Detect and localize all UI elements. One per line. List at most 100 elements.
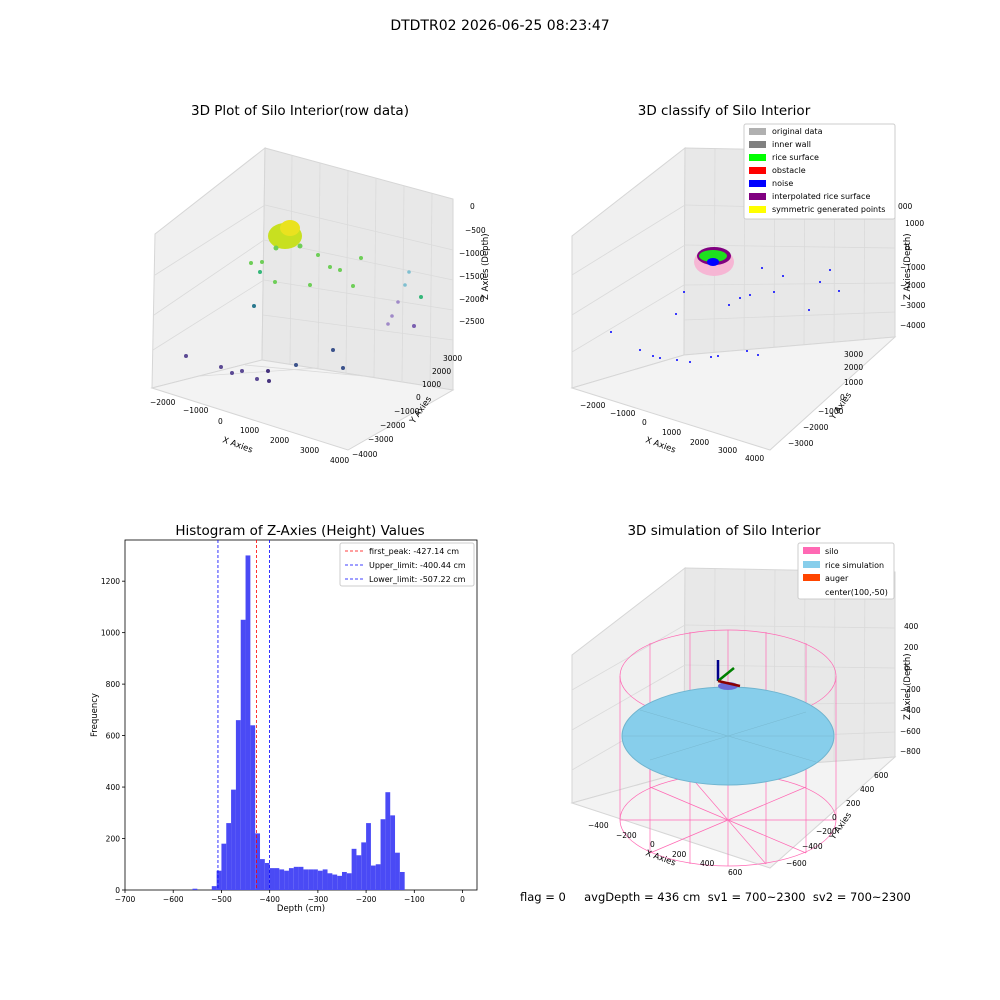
raw-point	[341, 366, 345, 370]
sim-ytick: 400	[860, 785, 875, 794]
histogram-bar	[260, 859, 265, 890]
sim-ztick: 0	[904, 664, 909, 673]
raw-point	[252, 304, 256, 308]
classify-noise-center	[707, 258, 719, 266]
classify-noise-point	[773, 291, 775, 293]
classify-noise-point	[739, 297, 741, 299]
histogram-bar	[192, 888, 198, 890]
histogram-bars	[192, 555, 405, 890]
raw-point	[260, 260, 264, 264]
histogram-bar	[221, 843, 227, 890]
raw-point	[294, 363, 298, 367]
sim-ztick: −200	[900, 685, 921, 694]
histogram-bar	[337, 875, 342, 890]
raw-point	[273, 280, 277, 284]
sim-legend-label: silo	[825, 547, 839, 556]
raw-ytick: 1000	[422, 380, 441, 389]
figure-title: DTDTR02 2026-06-25 08:23:47	[390, 18, 610, 34]
classify-ytick: −1000	[818, 407, 844, 416]
classify-noise-point	[710, 356, 712, 358]
classify-noise-point	[728, 304, 730, 306]
sim-legend-label: center(100,-50)	[825, 588, 888, 597]
classify-noise-point	[675, 313, 677, 315]
histogram-bar	[375, 864, 381, 890]
histogram-bar	[370, 865, 376, 890]
raw-ytick: 2000	[432, 367, 451, 376]
classify-noise-point	[746, 350, 748, 352]
raw-xtick: 4000	[330, 456, 349, 465]
raw-ztick: −500	[465, 226, 486, 235]
classify-legend-label: inner wall	[772, 140, 811, 149]
classify-ztick-extra: 000	[898, 202, 913, 211]
classify-legend: original data inner wall rice surface ob…	[743, 123, 896, 220]
raw-ztick: −2000	[459, 295, 485, 304]
histogram-ytick-label: 1200	[101, 577, 120, 586]
histogram-bar	[216, 870, 222, 890]
classify-noise-point	[829, 269, 831, 271]
sim-ztick: 200	[904, 643, 919, 652]
raw-ztick: 0	[470, 202, 475, 211]
simulation-legend: silo rice simulation auger center(100,-5…	[797, 542, 895, 600]
classify-3d-plot: −2000 −1000 0 1000 2000 3000 4000 −3000 …	[570, 123, 926, 463]
histogram-bar	[308, 869, 314, 890]
histogram-bar	[231, 789, 236, 890]
histogram-ytick-label: 600	[106, 732, 121, 741]
sim-xtick: 400	[700, 859, 715, 868]
classify-noise-point	[761, 267, 763, 269]
histogram-bar	[303, 869, 309, 890]
histogram-chart: −700 −600 −500 −400 −300 −200 −100 0 0 200 400 600…	[90, 539, 478, 914]
sim-ytick: −600	[786, 859, 807, 868]
raw-point	[386, 322, 390, 326]
histogram-legend: first_peak: -427.14 cm Upper_limit: -400…	[339, 542, 475, 587]
classify-ytick: −3000	[788, 439, 814, 448]
classify-noise-point	[639, 349, 641, 351]
raw-point	[240, 369, 244, 373]
histogram-yticks: 0 200 400 600 800 1000 1200	[101, 577, 125, 895]
raw-point	[331, 348, 335, 352]
histogram-bar	[346, 873, 352, 890]
histogram-xticks: −700 −600 −500 −400 −300 −200 −100 0	[115, 890, 465, 904]
raw-ytick: −2000	[380, 421, 406, 430]
classify-points	[610, 247, 840, 363]
histogram-bar	[226, 823, 232, 890]
classify-noise-point	[717, 355, 719, 357]
classify-legend-label: original data	[772, 127, 823, 136]
classify-ytick: 3000	[844, 350, 863, 359]
raw-xtick: −1000	[183, 406, 209, 415]
classify-legend-label: rice surface	[772, 153, 819, 162]
raw-point	[338, 268, 342, 272]
histogram-bar	[395, 852, 400, 890]
panel-title-histogram: Histogram of Z-Axies (Height) Values	[175, 523, 425, 539]
histogram-legend-label: first_peak: -427.14 cm	[369, 547, 459, 556]
classify-legend-label: obstacle	[772, 166, 806, 175]
panel-title-raw: 3D Plot of Silo Interior(row data)	[191, 103, 409, 119]
classify-noise-point	[652, 355, 654, 357]
sim-zlabel: Z Axies (Depth)	[903, 653, 913, 720]
sim-xtick: 200	[672, 850, 687, 859]
classify-xtick: 3000	[718, 446, 737, 455]
raw-ztick: −2500	[459, 317, 485, 326]
raw-3d-ticks: −2000 −1000 0 1000 2000 3000 4000 −4000 …	[150, 202, 486, 465]
raw-point	[267, 379, 271, 383]
raw-ytick: −3000	[368, 435, 394, 444]
histogram-ytick-label: 0	[115, 886, 120, 895]
classify-rice-surface	[699, 250, 727, 262]
raw-point	[403, 283, 407, 287]
histogram-bar	[317, 870, 323, 890]
histogram-bar	[235, 720, 241, 890]
raw-xtick: 0	[218, 417, 223, 426]
classify-ztick: −4000	[900, 321, 926, 330]
classify-ztick: 1000	[905, 219, 924, 228]
histogram-xtick-label: −600	[163, 895, 184, 904]
histogram-bar	[211, 886, 217, 890]
classify-noise-point	[757, 354, 759, 356]
rice-simulation-mesh	[622, 687, 834, 785]
raw-point	[249, 261, 253, 265]
histogram-bar	[279, 869, 285, 890]
histogram-xtick-label: −200	[356, 895, 377, 904]
raw-point	[308, 283, 312, 287]
histogram-bar	[284, 870, 289, 890]
classify-xtick: 4000	[745, 454, 764, 463]
classify-ztick: −2000	[900, 281, 926, 290]
classify-noise-point	[838, 290, 840, 292]
